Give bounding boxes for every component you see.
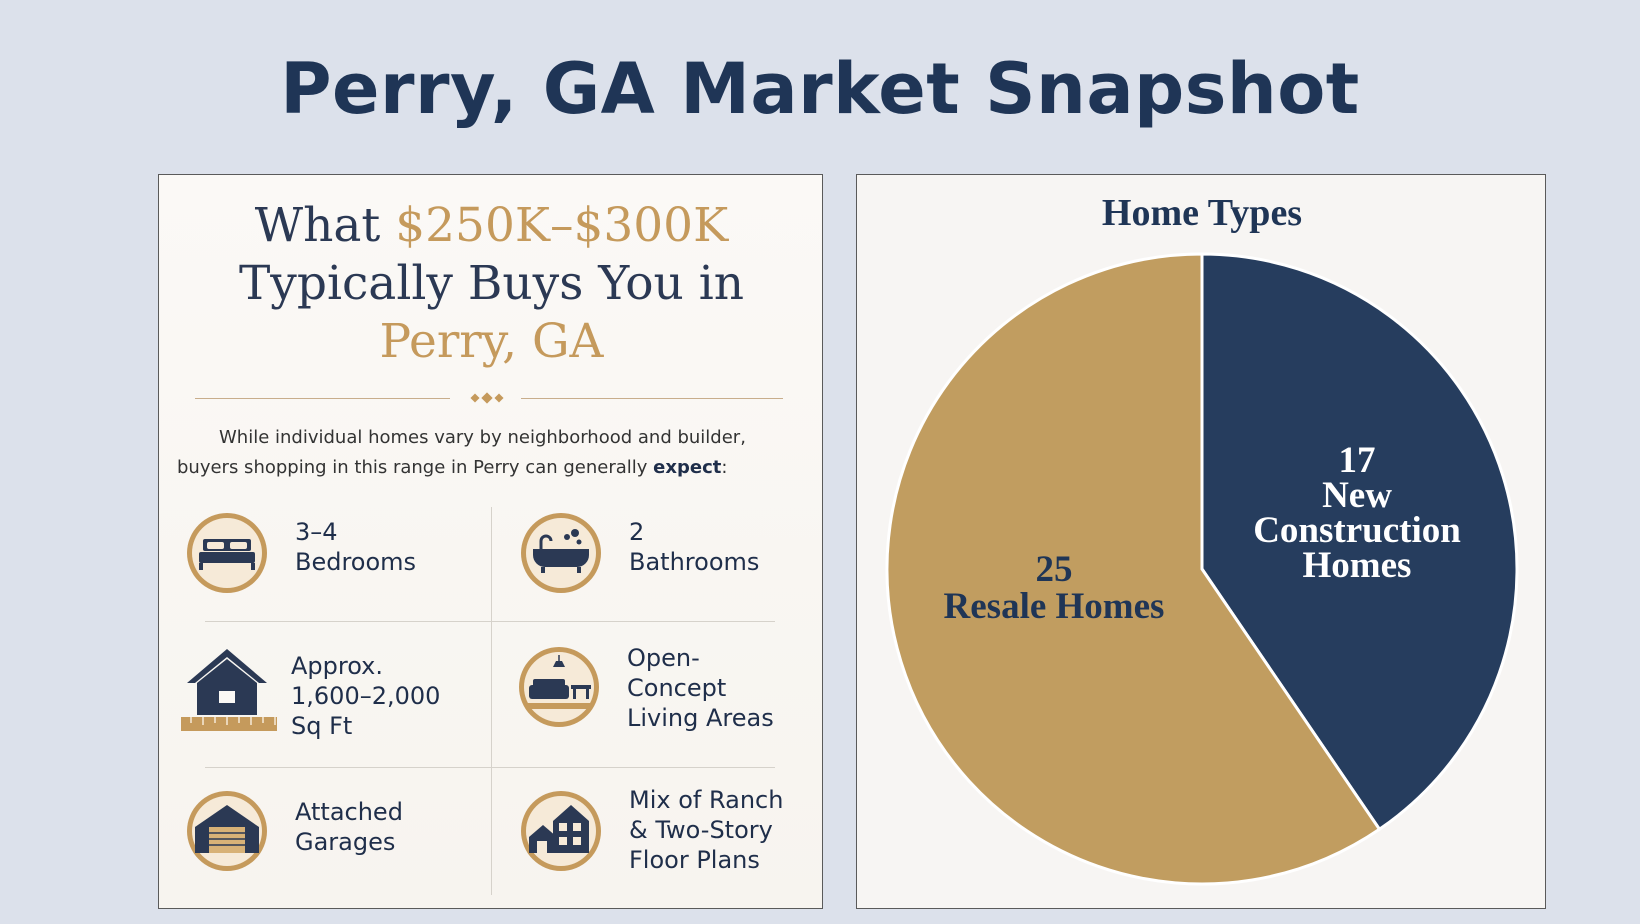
- pie-slice-resale-homes: [885, 252, 1382, 886]
- pie-slice-new-construction-homes: [1200, 252, 1519, 832]
- feature-label: Approx. 1,600–2,000 Sq Ft: [291, 652, 441, 740]
- chart-title: Home Types: [1101, 192, 1303, 234]
- intro-text: While individual homes vary by neighborh…: [177, 423, 802, 483]
- divider-right: [521, 398, 783, 399]
- bathtub-icon: [521, 513, 601, 593]
- title-city: Perry, GA: [379, 314, 604, 369]
- slice-label: Construction: [1253, 510, 1461, 551]
- feature-label: Mix of Ranch & Two-Story Floor Plans: [629, 786, 784, 874]
- feature-label: 3–4 Bedrooms: [295, 518, 417, 576]
- infographic-panel: What $250K–$300K Typically Buys You in P…: [158, 174, 823, 909]
- slice-label: New: [1322, 475, 1392, 516]
- chart-panel: Home Types 17 New Construction Homes 25 Resal…: [856, 174, 1546, 909]
- divider-diamond-icon: [481, 392, 493, 404]
- slice-label: 25: [1036, 549, 1073, 590]
- intro-colon: :: [721, 457, 728, 478]
- grid-row-divider: [205, 621, 775, 622]
- infographic-title: What $250K–$300K Typically Buys You in P…: [179, 197, 804, 371]
- intro-expect: expect: [653, 457, 722, 478]
- slice-label: Homes: [1303, 545, 1412, 586]
- slice-label: Resale Homes: [944, 586, 1165, 627]
- intro-line-1: While individual homes vary by neighborh…: [219, 427, 746, 448]
- feature-label: 2 Bathrooms: [629, 518, 760, 576]
- divider-diamond-icon: [494, 393, 504, 403]
- divider-left: [195, 398, 450, 399]
- living-room-icon: [519, 647, 599, 727]
- intro-line-2-prefix: buyers shopping in this range in Perry c…: [177, 457, 654, 478]
- two-houses-icon: [521, 791, 601, 871]
- feature-label: Open- Concept Living Areas: [627, 644, 774, 732]
- grid-vertical-divider: [491, 507, 492, 895]
- title-line-2: Typically Buys You in: [238, 256, 745, 311]
- slice-label: 17: [1339, 440, 1376, 481]
- feature-label: Attached Garages: [295, 798, 403, 856]
- title-prefix: What: [254, 198, 396, 253]
- page-title: Perry, GA Market Snapshot: [280, 48, 1360, 130]
- house-ruler-icon: [181, 649, 277, 731]
- bed-icon: [187, 513, 267, 593]
- divider-diamond-icon: [470, 393, 480, 403]
- price-range: $250K–$300K: [395, 198, 729, 253]
- garage-icon: [187, 791, 267, 871]
- grid-row-divider: [205, 767, 775, 768]
